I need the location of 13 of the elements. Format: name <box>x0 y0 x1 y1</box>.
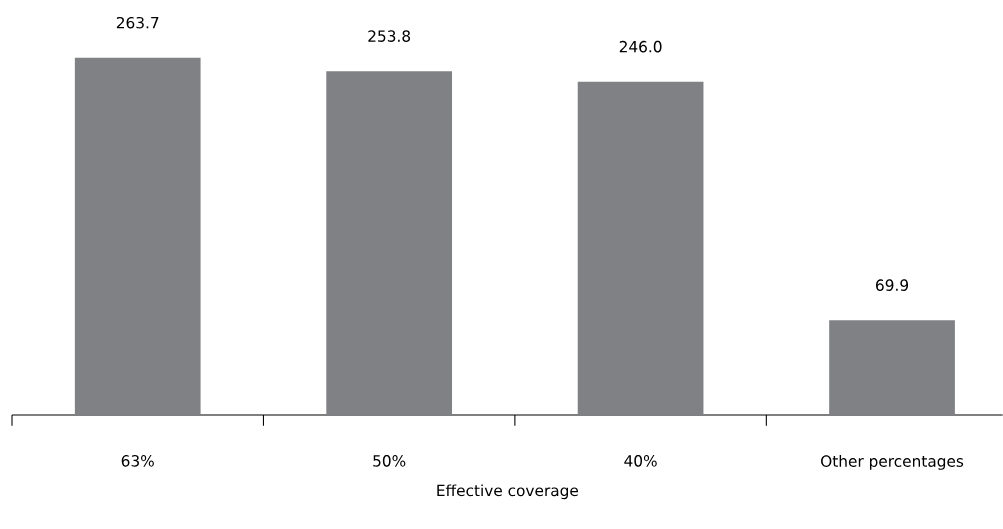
x-tick-label: 50% <box>373 455 406 467</box>
bar <box>326 71 453 415</box>
data-label: 69.9 <box>876 279 909 291</box>
data-label: 253.8 <box>368 30 411 42</box>
x-axis-title: Effective coverage <box>437 484 578 500</box>
bar <box>829 320 955 415</box>
bar <box>74 57 201 415</box>
x-tick-label: Other percentages <box>821 455 964 470</box>
data-label: 246.0 <box>619 40 662 53</box>
bar <box>577 81 704 415</box>
x-tick-label: 63% <box>121 455 154 467</box>
x-tick-label: 40% <box>624 455 657 467</box>
data-label: 263.7 <box>116 16 159 29</box>
